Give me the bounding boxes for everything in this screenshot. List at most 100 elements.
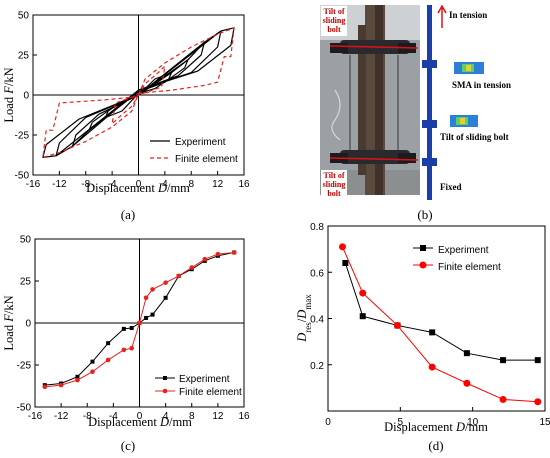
y-axis-title: Dres/Dmax xyxy=(295,294,313,343)
experiment-data-point xyxy=(144,315,149,320)
x-tick-label: -12 xyxy=(52,179,67,190)
legend: Experiment Finite element xyxy=(155,374,242,398)
y-tick-label: -50 xyxy=(15,171,30,182)
legend-label-finite-element: Finite element xyxy=(179,387,242,398)
panel-caption-a: (a) xyxy=(121,207,135,222)
finite-element-data-point xyxy=(499,395,507,403)
experiment-data-point xyxy=(129,326,134,331)
experiment-data-point xyxy=(163,295,168,300)
experiment-data-point xyxy=(429,329,436,336)
finite-element-hysteresis-loop xyxy=(42,27,235,158)
y-tick-label: 50 xyxy=(18,11,30,22)
x-tick-label: -8 xyxy=(83,411,92,422)
finite-element-data-point xyxy=(75,377,80,383)
panel-caption-c: (c) xyxy=(121,438,135,453)
experiment-data-point xyxy=(500,357,507,364)
experiment-data-point xyxy=(359,313,366,320)
finite-element-data-point xyxy=(215,251,221,257)
panel-a-hysteresis-chart: -16 -12 -8 -4 0 4 8 12 16 50 25 0 -25 -50 Experiment … xyxy=(2,11,250,223)
legend-marker-square xyxy=(420,245,426,251)
finite-element-data-point xyxy=(428,363,436,371)
x-tick-label: -4 xyxy=(108,179,117,190)
finite-element-data-point xyxy=(231,250,237,255)
experiment-data-point xyxy=(463,350,470,357)
y-tick-label: 0.4 xyxy=(310,315,324,326)
x-tick-label: -4 xyxy=(109,411,118,422)
photo-label-top-box xyxy=(321,6,347,36)
panel-caption-d: (d) xyxy=(428,438,443,453)
photo-label-top-line1: Tilt of xyxy=(324,7,345,16)
legend-marker-circle xyxy=(419,261,427,269)
y-tick-label: 0.2 xyxy=(310,361,324,372)
x-axis-title: Displacement D/mm xyxy=(88,415,192,429)
x-tick-label: 0 xyxy=(325,417,331,428)
experiment-data-point xyxy=(121,326,126,331)
experiment-data-point xyxy=(90,359,95,364)
photo-label-top-line2: sliding xyxy=(323,16,346,25)
experiment-data-point xyxy=(75,374,80,379)
finite-element-series-line xyxy=(44,251,235,388)
legend: Experiment Finite element xyxy=(413,245,501,273)
x-tick-label: 5 xyxy=(398,417,404,428)
experiment-hysteresis-loop xyxy=(42,27,235,158)
experiment-data-point xyxy=(342,260,349,266)
finite-element-model-diagram: In tension SMA in tension Tilt of slidin… xyxy=(422,4,511,200)
y-tick-label: -25 xyxy=(15,131,30,142)
x-tick-label: -8 xyxy=(81,179,90,190)
tension-arrow-icon xyxy=(437,4,447,28)
y-tick-label: 25 xyxy=(20,277,32,288)
x-tick-label: 4 xyxy=(163,411,169,422)
finite-element-data-point xyxy=(143,295,149,301)
finite-element-data-point xyxy=(58,382,64,388)
finite-element-data-point xyxy=(129,345,134,351)
finite-element-data-point xyxy=(42,384,48,390)
finite-element-data-point xyxy=(393,321,401,329)
y-tick-label: 0.6 xyxy=(310,268,324,279)
y-tick-label: -50 xyxy=(17,403,32,414)
finite-element-data-point xyxy=(189,265,195,270)
legend: Experiment Finite element xyxy=(150,137,238,165)
photo-label-top-line3: bolt xyxy=(327,25,341,34)
photo-label-bottom-line2: sliding xyxy=(323,180,346,189)
experiment-series-line xyxy=(344,262,538,361)
finite-element-data-point xyxy=(176,273,181,279)
y-axis-title: Load F/kN xyxy=(2,67,16,122)
diagram-label-fixed: Fixed xyxy=(440,182,462,192)
panel-c-skeleton-curve-chart: -16 -12 -8 -4 0 4 8 12 16 50 25 0 -25 -50 Experiment … xyxy=(2,235,250,454)
photo-label-bottom-box xyxy=(321,170,347,200)
x-tick-label: 8 xyxy=(188,179,194,190)
diagram-label-tilt-sliding-bolt: Tilt of sliding bolt xyxy=(440,132,509,142)
finite-element-data-point xyxy=(359,289,367,297)
y-tick-label: 50 xyxy=(20,235,32,246)
x-tick-label: 12 xyxy=(212,179,224,190)
y-tick-label: 0 xyxy=(25,319,31,330)
experiment-data-point xyxy=(150,312,155,317)
finite-element-data-point xyxy=(202,256,208,262)
panel-caption-b: (b) xyxy=(417,207,432,222)
y-tick-label: 25 xyxy=(18,51,30,62)
diagram-label-sma-tension: SMA in tension xyxy=(452,80,511,90)
x-tick-label: -16 xyxy=(28,411,43,422)
legend-label-finite-element: Finite element xyxy=(175,154,238,165)
y-axis-title: Load F/kN xyxy=(2,295,16,350)
finite-element-hysteresis-loop xyxy=(111,65,166,125)
y-tick-label: -25 xyxy=(17,361,32,372)
x-tick-label: 0 xyxy=(136,179,142,190)
finite-element-data-point xyxy=(463,379,471,387)
x-tick-label: 15 xyxy=(539,417,550,428)
finite-element-data-point xyxy=(137,320,142,326)
legend-marker-circle xyxy=(162,388,168,394)
x-tick-label: 16 xyxy=(238,179,250,190)
finite-element-data-point xyxy=(105,357,111,363)
finite-element-data-point xyxy=(163,280,168,285)
x-tick-label: 10 xyxy=(467,417,479,428)
finite-element-data-point xyxy=(90,369,95,375)
legend-label-finite-element: Finite element xyxy=(438,262,501,273)
experiment-series-line xyxy=(44,251,235,386)
legend-label-experiment: Experiment xyxy=(438,245,489,256)
finite-element-data-point xyxy=(534,398,542,406)
x-tick-label: 0 xyxy=(137,411,143,422)
x-axis-title: Displacement D/mm xyxy=(384,420,488,434)
legend-label-experiment: Experiment xyxy=(179,374,230,385)
